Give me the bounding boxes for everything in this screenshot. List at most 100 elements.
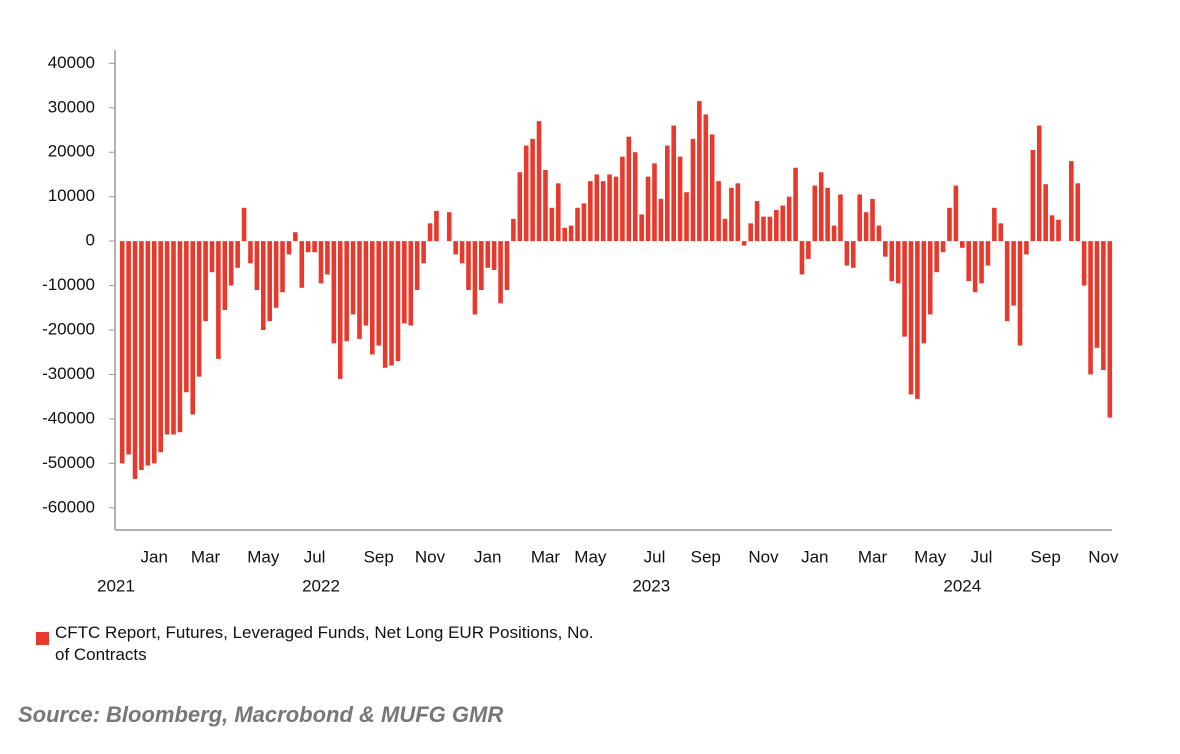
bar xyxy=(786,196,792,242)
bar xyxy=(171,241,176,435)
y-tick-label: -60000 xyxy=(42,497,95,516)
bar xyxy=(979,241,984,284)
x-tick-label: May xyxy=(914,547,947,566)
bar xyxy=(382,241,388,368)
bar xyxy=(312,241,317,253)
x-tick-label: Mar xyxy=(858,547,888,566)
bar xyxy=(754,201,760,242)
bar xyxy=(1081,241,1087,286)
bar xyxy=(555,183,561,242)
bar xyxy=(286,241,292,255)
bar xyxy=(684,192,689,242)
bar xyxy=(453,241,458,255)
legend-label: CFTC Report, Futures, Leveraged Funds, N… xyxy=(55,623,594,664)
bar xyxy=(209,241,215,273)
bar xyxy=(1049,215,1055,242)
bar xyxy=(575,207,580,242)
bar xyxy=(838,194,843,242)
bar xyxy=(645,176,651,242)
bar xyxy=(1017,241,1023,346)
bar xyxy=(190,241,196,415)
bar xyxy=(414,241,420,290)
bar xyxy=(1056,219,1061,242)
bar xyxy=(658,198,664,242)
x-tick-label: Jul xyxy=(304,547,326,566)
x-tick-label: Nov xyxy=(415,547,446,566)
bar xyxy=(216,241,221,359)
bar xyxy=(299,241,305,288)
bar xyxy=(536,121,542,242)
bar xyxy=(402,241,407,324)
bar xyxy=(671,125,677,242)
bar xyxy=(318,241,324,284)
bar xyxy=(427,223,433,242)
bar xyxy=(870,198,875,242)
bar xyxy=(812,185,818,242)
bar xyxy=(735,183,741,242)
bar xyxy=(626,136,632,242)
bar xyxy=(126,241,131,455)
x-tick-label: Sep xyxy=(691,547,721,566)
bar xyxy=(280,241,285,293)
bar xyxy=(434,210,439,242)
year-label: 2022 xyxy=(302,576,340,595)
bar xyxy=(927,241,933,315)
bar xyxy=(459,241,465,264)
bar xyxy=(632,152,638,242)
bar xyxy=(446,212,452,242)
x-tick-label: Sep xyxy=(364,547,394,566)
bar xyxy=(863,212,869,242)
bar xyxy=(992,207,997,242)
legend-swatch xyxy=(36,632,49,645)
bar xyxy=(1024,241,1029,255)
bar xyxy=(947,207,952,242)
bar xyxy=(1030,150,1036,242)
bar xyxy=(966,241,972,282)
bar xyxy=(260,241,266,330)
bar xyxy=(716,181,721,242)
bar xyxy=(517,172,523,242)
bar xyxy=(511,218,516,242)
bar xyxy=(908,241,914,395)
bar xyxy=(389,241,394,366)
bar xyxy=(806,241,811,259)
bar xyxy=(421,241,426,264)
bar xyxy=(972,241,978,293)
bar xyxy=(889,241,895,282)
bar xyxy=(254,241,260,290)
x-tick-label: Nov xyxy=(1088,547,1119,566)
bar xyxy=(479,241,484,290)
bar xyxy=(876,225,882,242)
bar xyxy=(145,241,151,466)
bar xyxy=(184,241,189,393)
bar xyxy=(376,241,382,346)
y-tick-label: -40000 xyxy=(42,408,95,427)
bar xyxy=(697,101,702,242)
bar xyxy=(818,172,824,242)
bar xyxy=(1011,241,1016,306)
bar xyxy=(1094,241,1100,348)
bar xyxy=(703,114,709,242)
x-tick-label: Jan xyxy=(474,547,501,566)
bar xyxy=(594,174,600,242)
bar xyxy=(1043,184,1048,242)
bar xyxy=(568,225,574,242)
bar xyxy=(344,241,349,342)
bar xyxy=(196,241,202,377)
y-tick-label: 40000 xyxy=(48,53,95,72)
bar xyxy=(350,241,356,315)
y-tick-label: 0 xyxy=(86,231,95,250)
bar xyxy=(600,181,606,242)
bar xyxy=(850,241,856,268)
bar xyxy=(543,170,548,242)
bar xyxy=(844,241,850,266)
bar xyxy=(523,145,529,242)
bar xyxy=(857,194,862,242)
x-tick-label: May xyxy=(247,547,280,566)
bar xyxy=(588,181,593,242)
bar xyxy=(915,241,920,399)
bar xyxy=(953,185,959,242)
bar xyxy=(940,241,946,253)
bar xyxy=(902,241,907,337)
